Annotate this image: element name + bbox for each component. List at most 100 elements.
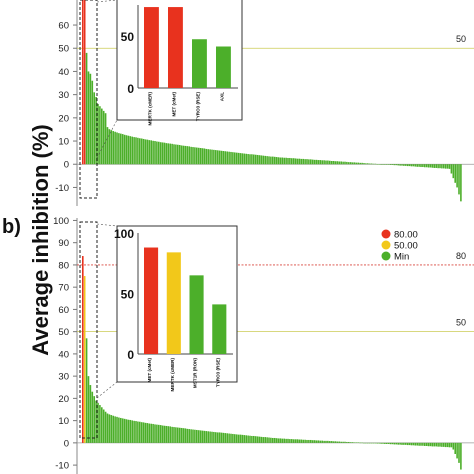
bar: [186, 428, 189, 443]
bar: [87, 71, 90, 165]
bar: [131, 420, 133, 443]
bar: [129, 136, 132, 165]
bar: [224, 151, 227, 165]
bar: [99, 106, 101, 165]
bar: [306, 439, 308, 443]
bar: [382, 164, 384, 165]
bar: [414, 164, 417, 167]
bar: [433, 164, 436, 168]
bar: [120, 417, 122, 443]
bar: [395, 164, 398, 166]
bar: [285, 438, 287, 443]
y-tick-label: 20: [58, 113, 69, 124]
bar: [163, 425, 166, 443]
bar: [211, 149, 213, 165]
bar: [384, 442, 386, 444]
bar: [287, 438, 289, 443]
connector-line: [96, 0, 118, 3]
bar: [372, 163, 375, 165]
bar: [154, 424, 156, 443]
bar: [268, 437, 270, 443]
bar: [194, 147, 196, 165]
bar: [165, 425, 168, 443]
bar: [118, 133, 120, 165]
bar: [156, 141, 158, 165]
bar: [264, 437, 266, 443]
bar: [82, 0, 84, 165]
bar: [412, 442, 415, 446]
bar: [116, 416, 118, 443]
bar: [429, 164, 432, 168]
bar: [422, 164, 424, 168]
bar: [258, 436, 261, 443]
bar: [241, 153, 244, 165]
bar: [89, 385, 92, 443]
inset-tick-label: 50: [121, 30, 135, 44]
bar: [389, 442, 392, 445]
bar: [346, 161, 348, 165]
bar: [317, 160, 320, 165]
bar: [171, 426, 173, 443]
bar: [397, 442, 399, 445]
bar: [190, 146, 192, 165]
y-tick-label: 80: [58, 260, 69, 271]
bar: [239, 434, 242, 443]
y-tick-label: 50: [58, 44, 69, 55]
bar: [249, 154, 251, 165]
bar: [209, 149, 211, 165]
bar: [232, 152, 234, 165]
y-tick-label: 60: [58, 305, 69, 316]
bar: [104, 113, 107, 165]
bar: [163, 142, 166, 165]
bar: [454, 442, 456, 454]
bar: [137, 421, 139, 443]
bar: [391, 164, 394, 165]
bar: [215, 150, 217, 165]
bar: [387, 164, 390, 165]
inset-category-label: TYRO3 (RSE): [215, 358, 220, 388]
bar: [306, 159, 308, 165]
bar: [169, 143, 171, 165]
bar: [403, 164, 405, 166]
bar: [260, 436, 263, 443]
y-tick-label: 90: [58, 238, 69, 249]
bar: [332, 160, 335, 165]
bar: [351, 162, 354, 165]
bar: [348, 441, 350, 443]
bar: [139, 138, 141, 165]
bar: [310, 439, 312, 443]
bar: [285, 157, 287, 165]
bar: [171, 143, 173, 165]
bar: [393, 164, 396, 166]
bar: [188, 146, 190, 165]
bar: [437, 164, 439, 169]
bar: [177, 427, 179, 443]
bar: [374, 442, 377, 444]
bar: [226, 433, 228, 443]
bar: [110, 415, 113, 443]
bar: [376, 164, 379, 165]
bar: [127, 135, 130, 165]
bar: [406, 164, 409, 167]
bar: [167, 143, 170, 165]
bar: [245, 153, 247, 165]
inset-bar: [212, 304, 227, 354]
bar: [106, 413, 109, 443]
bar: [321, 160, 323, 165]
bar: [313, 440, 316, 443]
bar: [405, 442, 407, 445]
bar: [275, 157, 278, 165]
bar: [405, 164, 407, 166]
bar: [180, 145, 183, 165]
connector-line: [96, 381, 118, 399]
y-tick-label: 100: [53, 216, 69, 227]
legend-label: 50.00: [394, 241, 418, 252]
bar: [173, 144, 175, 165]
bar: [125, 419, 128, 443]
bar: [319, 160, 322, 165]
bar: [270, 156, 272, 165]
bar: [133, 420, 135, 443]
bar: [277, 438, 280, 443]
bar: [273, 437, 276, 443]
